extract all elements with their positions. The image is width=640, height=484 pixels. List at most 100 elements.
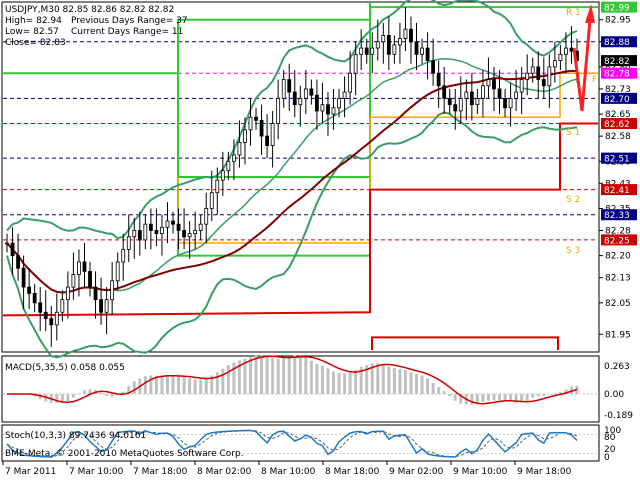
price-level-label: 82.41 xyxy=(604,186,630,196)
candle-body xyxy=(259,119,264,137)
candle-body xyxy=(409,28,413,43)
price-tick-label: 82.65 xyxy=(605,110,631,120)
candle-body xyxy=(298,97,303,106)
copyright-watermark: BME-Meta, © 2001-2010 MetaQuotes Softwar… xyxy=(5,449,244,459)
candle-body xyxy=(287,79,292,93)
candle-body xyxy=(381,35,386,43)
candle-body xyxy=(49,318,54,326)
candle-body xyxy=(121,248,126,263)
time-axis-label: 9 Mar 02:00 xyxy=(389,467,444,477)
candle-body xyxy=(414,41,419,55)
time-axis-label: 7 Mar 2011 xyxy=(5,467,56,477)
price-level-label: 82.78 xyxy=(604,70,630,80)
candle-body xyxy=(171,220,175,225)
time-axis-label: 7 Mar 10:00 xyxy=(69,467,124,477)
candle-body xyxy=(226,160,231,172)
pivot-s2-label: S 2 xyxy=(566,195,580,205)
stoch-tick-20: 20 xyxy=(604,445,616,455)
moving-average-line xyxy=(6,69,578,294)
candle-body xyxy=(342,91,347,99)
forecast-arrow-line xyxy=(572,19,592,112)
bollinger-lower-band xyxy=(6,111,578,359)
candle-body xyxy=(110,280,115,301)
candle-body xyxy=(231,154,236,162)
candle-body xyxy=(243,129,247,143)
candle-body xyxy=(5,242,9,245)
candle-body xyxy=(564,47,568,55)
candle-body xyxy=(176,223,181,231)
candle-body xyxy=(276,97,281,124)
stoch-main-line xyxy=(6,429,578,458)
forecast-arrowhead xyxy=(585,4,595,23)
stoch-panel[interactable] xyxy=(1,424,600,462)
candle-body xyxy=(154,230,159,235)
candle-body xyxy=(447,97,452,106)
stoch-tick-100: 100 xyxy=(604,426,621,436)
candle-body xyxy=(77,261,81,275)
macd-signal-line xyxy=(7,355,578,405)
candle-body xyxy=(21,267,26,288)
price-tick-label: 81.95 xyxy=(605,330,631,340)
stoch-label: Stoch(10,3,3) 89.7436 94.0161 xyxy=(5,431,146,441)
candle-body xyxy=(420,47,424,55)
stoch-signal-line xyxy=(6,430,578,458)
stoch-tick-80: 80 xyxy=(604,433,616,443)
candle-body xyxy=(99,299,103,313)
candle-body xyxy=(43,311,48,319)
candle-body xyxy=(486,79,491,87)
price-level-label: 82.82 xyxy=(604,57,630,67)
candle-body xyxy=(115,261,120,282)
price-level-box xyxy=(601,36,637,48)
price-level-box xyxy=(601,234,637,246)
candle-body xyxy=(143,223,148,241)
price-level-label: 82.62 xyxy=(604,120,630,130)
candle-body xyxy=(458,97,463,112)
candle-body xyxy=(370,47,375,55)
candle-body xyxy=(525,72,530,80)
candle-body xyxy=(38,302,43,313)
candle-body xyxy=(442,85,447,99)
time-axis-label: 7 Mar 18:00 xyxy=(133,467,188,477)
candle-body xyxy=(431,60,436,74)
price-level-box xyxy=(601,1,637,13)
candle-body xyxy=(204,208,209,225)
price-tick-label: 82.20 xyxy=(605,252,631,262)
candle-body xyxy=(132,230,137,238)
price-tick-label: 82.13 xyxy=(605,274,631,284)
candle-body xyxy=(165,220,170,228)
low-label: Low= 82.57 xyxy=(5,27,59,37)
candle-body xyxy=(60,299,65,313)
price-level-box xyxy=(601,184,637,196)
candle-body xyxy=(187,233,192,238)
candle-body xyxy=(326,104,330,115)
candle-body xyxy=(193,230,198,235)
pivot-r1-label: R 1 xyxy=(566,8,581,18)
candle-body xyxy=(182,230,186,238)
price-tick-label: 82.58 xyxy=(605,132,631,142)
candle-body xyxy=(248,116,253,131)
candle-body xyxy=(514,91,519,99)
price-level-box xyxy=(601,67,637,79)
price-level-label: 82.33 xyxy=(604,211,630,221)
candle-body xyxy=(54,311,59,326)
candle-body xyxy=(436,72,441,87)
close-label: Close= 82.83 xyxy=(5,38,66,48)
candle-body xyxy=(10,242,15,257)
candle-body xyxy=(547,66,552,87)
red-support-line xyxy=(2,122,598,317)
time-axis-label: 8 Mar 10:00 xyxy=(261,467,316,477)
red-lower-support-line xyxy=(371,336,559,350)
candle-body xyxy=(403,28,408,40)
candle-body xyxy=(530,66,535,74)
candle-body xyxy=(359,47,364,55)
candle-body xyxy=(65,286,70,301)
price-tick-label: 82.05 xyxy=(605,299,631,309)
time-axis-label: 9 Mar 18:00 xyxy=(517,467,572,477)
macd-tick-top: 0.263 xyxy=(604,362,630,372)
candle-body xyxy=(215,179,220,194)
candle-body xyxy=(309,88,314,96)
candle-body xyxy=(209,192,214,209)
candle-body xyxy=(315,94,319,112)
